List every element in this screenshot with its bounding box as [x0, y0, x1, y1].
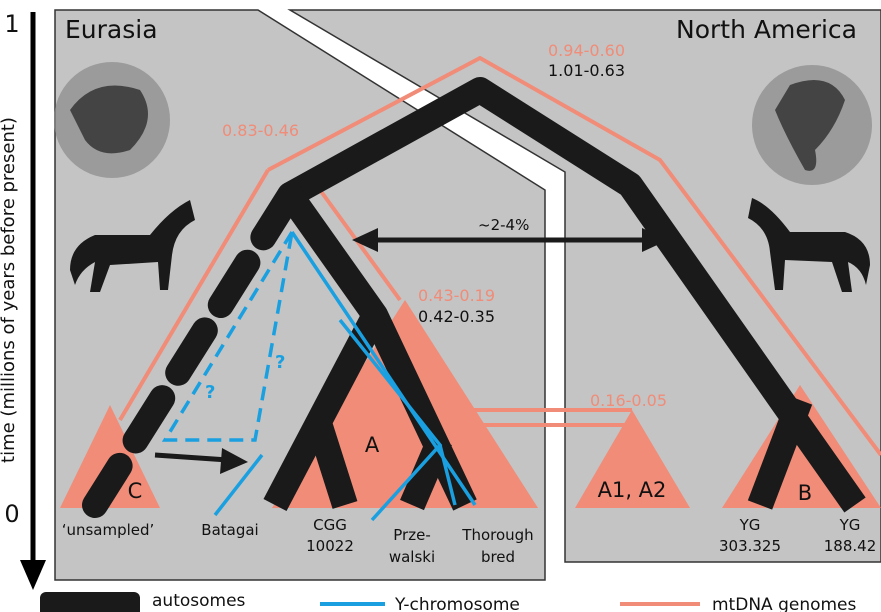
- date-clade-mt: 0.43-0.19: [418, 286, 495, 305]
- time-arrow: [20, 560, 46, 590]
- sample-line: walski: [389, 548, 435, 566]
- sample-line: bred: [481, 548, 515, 566]
- sample-line: 303.325: [719, 537, 781, 555]
- unknown-mark: ?: [205, 382, 215, 403]
- axis-top: 1: [4, 10, 19, 38]
- region-left: Eurasia: [65, 15, 158, 44]
- autosome-tree: [82, 77, 866, 518]
- axis-bottom: 0: [4, 500, 19, 528]
- clade-a1a2-triangle: [575, 410, 690, 508]
- mtdna-lines: [118, 55, 881, 457]
- horse-eurasia: [70, 200, 195, 292]
- sample-label: Batagai: [201, 521, 258, 539]
- gene-flow-head: [352, 228, 378, 252]
- sample-label: YG 188.42: [824, 516, 877, 555]
- sample-line: CGG: [313, 516, 347, 534]
- clade-label: A: [365, 433, 380, 457]
- clade-label: B: [798, 481, 812, 505]
- sample-line: YG: [839, 516, 861, 534]
- admixture-arrow-head: [220, 448, 248, 474]
- date-clade-auto: 0.42-0.35: [418, 307, 495, 326]
- north-america-panel: [287, 9, 881, 563]
- clade-label: C: [128, 479, 143, 503]
- unknown-mark: ?: [275, 352, 285, 373]
- axis-title: time (millions of years before present): [0, 117, 19, 463]
- globe-eurasia: [54, 62, 170, 178]
- legend-swatch: [40, 592, 140, 612]
- legend-label: autosomes: [152, 591, 246, 611]
- legend-label: Y-chromosome: [394, 595, 520, 612]
- sample-label: Thorough bred: [461, 526, 533, 566]
- sample-line: 188.42: [824, 537, 877, 555]
- admixture-arrow: [154, 452, 229, 463]
- sample-line: Thorough: [461, 526, 533, 544]
- sample-label: ‘unsampled’: [62, 521, 155, 539]
- clade-label: A1, A2: [598, 478, 667, 502]
- date-root-auto: 1.01-0.63: [548, 61, 625, 80]
- y-chromosome-lines: [161, 231, 477, 522]
- globe-north-america: [752, 65, 872, 185]
- sample-line: 10022: [306, 537, 354, 555]
- date-root-mt: 0.94-0.60: [548, 41, 625, 60]
- date-a1a2-mt: 0.16-0.05: [590, 391, 667, 410]
- sample-label: YG 303.325: [719, 516, 781, 555]
- sample-line: YG: [739, 516, 761, 534]
- gene-flow-label: ~2-4%: [478, 216, 529, 234]
- region-right: North America: [676, 15, 857, 44]
- clade-c-triangle: [60, 405, 160, 508]
- gene-flow-head: [642, 228, 668, 252]
- sample-line: Prze-: [393, 526, 430, 544]
- horse-north-america: [748, 198, 870, 292]
- legend-label: mtDNA genomes: [712, 595, 857, 612]
- date-eurasia-mt: 0.83-0.46: [222, 121, 299, 140]
- sample-label: Prze-walski: [389, 526, 435, 566]
- sample-label: CGG 10022: [306, 516, 354, 555]
